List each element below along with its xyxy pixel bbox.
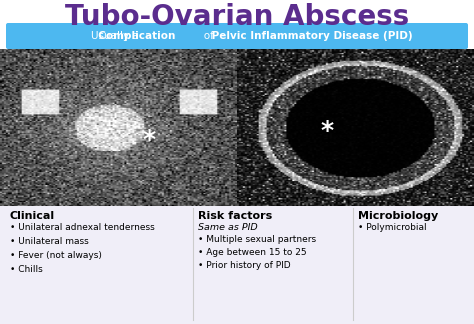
- Text: • Prior history of PID: • Prior history of PID: [198, 261, 291, 270]
- Bar: [0, 204, 474, 324]
- Text: Same as PID: Same as PID: [198, 223, 258, 232]
- Text: Tubo-Ovarian Abscess: Tubo-Ovarian Abscess: [65, 3, 409, 31]
- Text: *: *: [143, 128, 156, 152]
- Text: Risk factors: Risk factors: [198, 211, 272, 221]
- Text: *: *: [320, 119, 334, 143]
- Text: • Age between 15 to 25: • Age between 15 to 25: [198, 248, 307, 257]
- Text: • Multiple sexual partners: • Multiple sexual partners: [198, 235, 316, 244]
- Text: • Unilateral mass: • Unilateral mass: [10, 237, 89, 246]
- Text: • Polymicrobial: • Polymicrobial: [358, 223, 427, 232]
- Text: • Fever (not always): • Fever (not always): [10, 251, 102, 260]
- Text: Usually a                    of: Usually a of: [91, 31, 383, 41]
- Text: Complication          Pelvic Inflammatory Disease (PID): Complication Pelvic Inflammatory Disease…: [62, 31, 412, 41]
- FancyBboxPatch shape: [6, 23, 468, 49]
- Text: • Chills: • Chills: [10, 265, 43, 274]
- Text: • Unilateral adnexal tenderness: • Unilateral adnexal tenderness: [10, 223, 155, 232]
- Text: Microbiology: Microbiology: [358, 211, 438, 221]
- Text: Clinical: Clinical: [10, 211, 55, 221]
